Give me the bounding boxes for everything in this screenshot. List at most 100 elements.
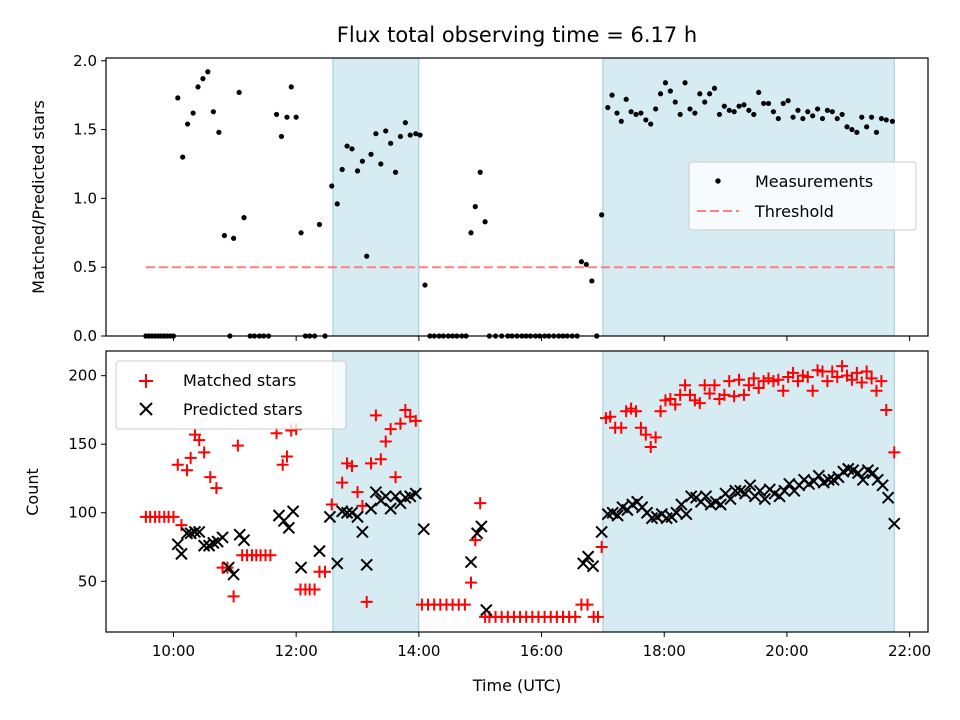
measurement-point <box>349 146 355 152</box>
matched-star-point <box>772 373 785 386</box>
predicted-star-point <box>207 536 220 550</box>
measurement-point <box>354 168 361 174</box>
measurements-legend-marker <box>715 178 721 184</box>
predicted-star-point <box>286 505 300 518</box>
predicted-star-point <box>888 517 901 530</box>
matched-star-point <box>654 405 667 418</box>
measurement-point <box>373 131 379 137</box>
measurement-point <box>810 113 816 119</box>
measurement-point <box>205 69 211 75</box>
matched-star-point <box>850 366 863 379</box>
predicted-star-point <box>876 479 889 492</box>
measurement-point <box>721 103 727 109</box>
predicted-star-point <box>360 558 373 572</box>
predicted-star-point <box>175 547 188 561</box>
measurement-point <box>667 88 673 94</box>
predicted-star-point <box>171 538 184 551</box>
matched-star-point <box>360 595 373 608</box>
predicted-star-point <box>356 525 369 539</box>
predicted-star-point <box>856 473 870 487</box>
measurement-point <box>614 110 620 116</box>
predicted-star-point <box>778 484 791 498</box>
predicted-star-point <box>340 506 354 519</box>
measurement-point <box>800 115 806 122</box>
predicted-star-point <box>680 507 693 521</box>
matched-legend-marker <box>139 374 153 388</box>
y-tick-label: 0.5 <box>73 258 97 276</box>
predicted-star-point <box>227 568 240 581</box>
measurement-point <box>864 124 870 130</box>
measurement-point <box>368 151 374 157</box>
measurement-point <box>643 117 649 123</box>
measurement-point <box>868 114 875 120</box>
measurement-point <box>334 201 340 207</box>
predicted-star-point <box>323 510 337 524</box>
measurement-point <box>180 154 186 160</box>
matched-star-point <box>595 541 608 554</box>
measurement-point <box>889 118 896 124</box>
matched-star-point <box>865 372 878 385</box>
measurement-point <box>849 126 855 133</box>
x-tick-label: 14:00 <box>397 642 440 660</box>
matched-star-point <box>888 446 901 459</box>
predicted-star-point <box>409 487 422 500</box>
predicted-star-point <box>812 469 826 482</box>
predicted-star-point <box>369 485 383 499</box>
x-tick-label: 12:00 <box>275 642 318 660</box>
measurement-point <box>628 109 634 115</box>
top-legend-box <box>688 161 917 231</box>
y-tick-label: 50 <box>78 572 97 590</box>
matched-star-point <box>379 435 392 448</box>
predicted-star-point <box>714 498 727 511</box>
legend-measurements-label: Measurements <box>755 172 873 191</box>
measurement-point <box>388 140 394 146</box>
measurement-point <box>814 106 821 112</box>
measurement-point <box>672 99 678 105</box>
matched-star-point <box>703 387 716 400</box>
predicted-star-point <box>313 544 326 558</box>
measurement-point <box>873 129 880 135</box>
y-tick-label: 100 <box>68 504 97 522</box>
matched-star-point <box>870 384 883 397</box>
matched-star-point <box>630 405 643 418</box>
measurement-point <box>241 215 247 221</box>
measurement-point <box>859 114 865 120</box>
top-y-axis-label: Matched/Predicted stars <box>29 100 48 294</box>
matched-star-point <box>742 379 755 392</box>
matched-star-point <box>227 590 240 603</box>
measurement-point <box>599 212 605 218</box>
predicted-star-point <box>881 491 895 504</box>
measurement-point <box>731 109 737 115</box>
matched-star-point <box>875 375 888 388</box>
predicted-star-point <box>480 603 493 617</box>
x-tick-label: 18:00 <box>643 642 686 660</box>
predicted-star-point <box>384 502 397 515</box>
chart-title: Flux total observing time = 6.17 h <box>337 23 697 47</box>
predicted-star-point <box>581 550 595 563</box>
matched-stars-series <box>139 360 901 623</box>
measurement-point <box>605 104 611 111</box>
predicted-star-point <box>379 490 392 503</box>
measurement-point <box>770 109 777 115</box>
measurement-point <box>298 230 304 236</box>
matched-star-point <box>747 372 760 385</box>
measurement-point <box>780 100 786 107</box>
matched-star-point <box>634 421 647 434</box>
measurement-point <box>697 91 703 97</box>
matched-star-point <box>806 384 819 397</box>
measurement-point <box>413 131 419 137</box>
x-tick-label: 10:00 <box>152 642 195 660</box>
matched-star-point <box>384 423 397 436</box>
measurement-point <box>618 118 624 124</box>
measurement-point <box>711 85 718 91</box>
predicted-star-point <box>758 492 772 506</box>
top-y-ticks: 0.0 0.5 1.0 1.5 2.0 <box>73 52 106 345</box>
bottom-y-ticks: 50 100 150 200 <box>68 367 106 590</box>
matched-star-point <box>752 382 765 395</box>
matched-star-point <box>389 471 402 484</box>
matched-star-point <box>845 373 858 386</box>
measurement-point <box>633 111 639 118</box>
predicted-star-point <box>729 484 742 498</box>
bottom-panel: 10:00 12:00 14:00 16:00 18:00 20:00 22:00 50 10… <box>23 350 931 695</box>
predicted-star-point <box>188 525 202 539</box>
